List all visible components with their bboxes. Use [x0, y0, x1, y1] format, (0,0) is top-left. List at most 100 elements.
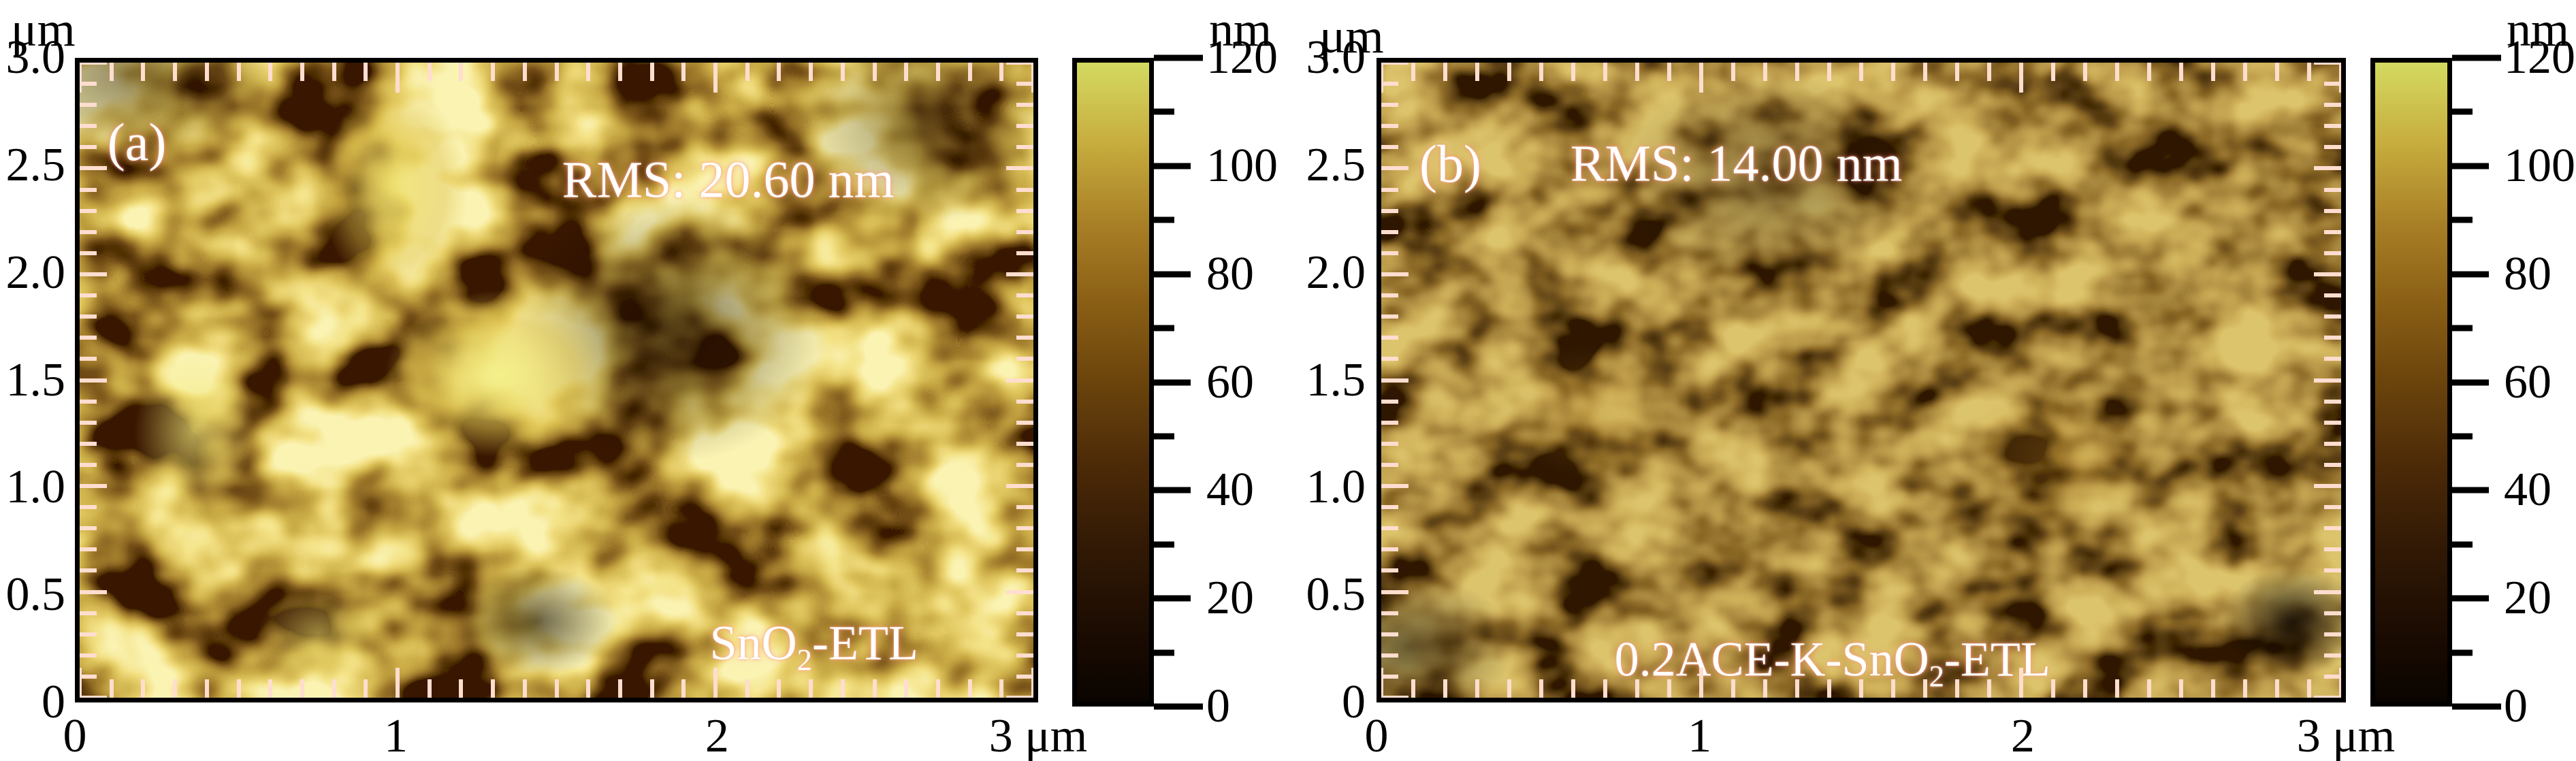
tick-mark: [1016, 674, 1033, 679]
axis-tick-label: 0: [42, 676, 65, 728]
colorbar-tick-mark: [1154, 216, 1174, 223]
tick-mark: [80, 378, 107, 383]
tick-mark: [1016, 103, 1033, 108]
y-axis-tick-labels-a: 3.0 2.5 2.0 1.5 1.0 0.5 0: [0, 31, 66, 728]
tick-mark: [681, 679, 686, 698]
tick-mark: [2019, 668, 2023, 698]
axis-tick-label: 0: [63, 710, 87, 761]
axis-tick-label: 2.5: [5, 138, 66, 191]
axis-tick-label: 3.0: [1306, 31, 1366, 84]
tick-mark: [80, 441, 97, 446]
tick-mark: [1016, 653, 1033, 658]
colorbar-tick-mark: [1154, 108, 1174, 115]
tick-mark: [1381, 208, 1398, 213]
tick-mark: [617, 679, 622, 698]
tick-mark: [1381, 336, 1398, 340]
tick-mark: [1381, 653, 1398, 658]
colorbar-tick-mark: [1154, 54, 1203, 61]
tick-mark: [1507, 63, 1511, 81]
tick-mark: [2324, 357, 2341, 361]
tick-mark: [1381, 314, 1398, 319]
tick-mark: [1016, 399, 1033, 404]
colorbar-ticks-b: [2452, 54, 2507, 710]
tick-mark: [2339, 63, 2341, 93]
tick-mark: [109, 679, 114, 698]
tick-mark: [80, 420, 97, 425]
tick-mark: [2324, 399, 2341, 404]
subscript-text: 2: [1929, 658, 1944, 693]
axis-tick-label: 60: [1206, 355, 1254, 408]
axis-tick-label: 2.0: [1306, 246, 1366, 299]
tick-mark: [2314, 63, 2341, 65]
tick-mark: [1859, 63, 1863, 81]
tick-mark: [1475, 63, 1479, 81]
tick-mark: [713, 668, 718, 698]
tick-mark: [141, 679, 146, 698]
axis-tick-label: 40: [1206, 464, 1254, 517]
colorbar-tick-mark: [2452, 325, 2473, 331]
colorbar-ticks-a: [1154, 54, 1208, 710]
tick-mark: [1016, 357, 1033, 361]
tick-mark: [236, 63, 241, 81]
tick-mark: [332, 63, 336, 81]
tick-mark: [2324, 441, 2341, 446]
tick-mark: [2324, 526, 2341, 531]
colorbar-tick-mark: [2452, 379, 2489, 385]
tick-mark: [2324, 568, 2341, 573]
tick-mark: [1016, 314, 1033, 319]
tick-mark: [1763, 63, 1767, 81]
tick-mark: [1923, 63, 1927, 81]
tick-mark: [1381, 63, 1408, 65]
tick-mark: [1016, 505, 1033, 510]
tick-mark: [1381, 632, 1398, 636]
tick-mark: [300, 63, 304, 81]
tick-mark: [1381, 103, 1398, 108]
tick-mark: [2314, 272, 2341, 276]
axis-tick-label: 40: [2504, 464, 2551, 517]
tick-mark: [2211, 63, 2215, 81]
tick-mark: [236, 679, 241, 698]
tick-mark: [904, 63, 909, 81]
axis-tick-label: 0: [2504, 680, 2528, 732]
tick-mark: [2324, 462, 2341, 467]
colorbar-tick-mark: [1154, 433, 1174, 440]
tick-mark: [1381, 82, 1398, 86]
label-text: 0.2ACE-K-SnO: [1614, 632, 1929, 687]
tick-mark: [1031, 63, 1033, 93]
tick-mark: [1381, 547, 1398, 552]
tick-mark: [1411, 63, 1415, 81]
tick-mark: [80, 526, 97, 531]
sample-label-a: SnO2-ETL: [710, 615, 918, 675]
tick-mark: [522, 63, 527, 81]
tick-mark: [2324, 293, 2341, 298]
tick-mark: [80, 696, 107, 698]
tick-mark: [109, 63, 114, 81]
tick-mark: [1006, 378, 1033, 383]
tick-mark: [2243, 63, 2247, 81]
y-axis-tick-labels-b: 3.0 2.5 2.0 1.5 1.0 0.5 0: [1300, 31, 1366, 728]
tick-mark: [681, 63, 686, 81]
y-axis-unit-label-a: μm: [11, 2, 76, 56]
label-text: -ETL: [1944, 632, 2050, 687]
axis-tick-label: 2: [2010, 710, 2035, 761]
tick-mark: [1016, 526, 1033, 531]
tick-mark: [1603, 63, 1607, 81]
tick-mark: [999, 679, 1004, 698]
axis-tick-label: 120: [1206, 31, 1278, 84]
axis-tick-label: 0.5: [1306, 568, 1366, 621]
tick-mark: [2324, 229, 2341, 234]
tick-mark: [80, 357, 97, 361]
tick-mark: [1016, 124, 1033, 129]
colorbar-tick-mark: [2452, 54, 2501, 61]
colorbar-tick-mark: [1154, 163, 1191, 169]
tick-mark: [396, 63, 400, 93]
tick-mark: [1923, 679, 1927, 698]
tick-mark: [1955, 679, 1959, 698]
tick-mark: [2115, 63, 2119, 81]
tick-mark: [904, 679, 909, 698]
tick-mark: [1443, 63, 1447, 81]
tick-mark: [2324, 336, 2341, 340]
tick-mark: [1475, 679, 1479, 698]
panel-tag-b: (b): [1419, 134, 1481, 194]
axis-tick-label: 60: [2504, 355, 2551, 408]
